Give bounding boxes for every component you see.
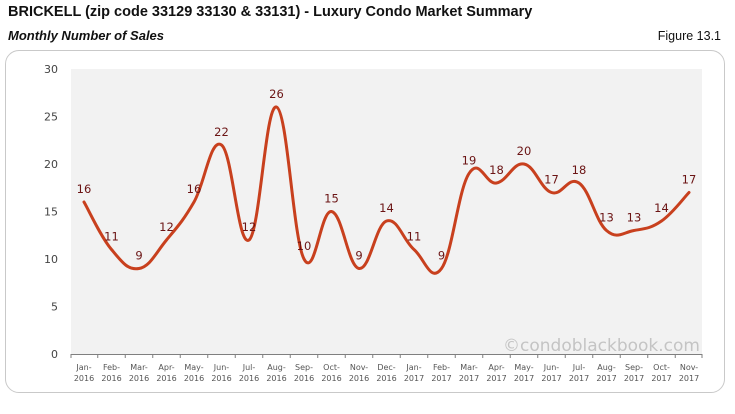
data-label: 18 [489, 163, 504, 177]
y-tick-label: 10 [44, 253, 58, 266]
x-tick-label-year: 2017 [569, 374, 589, 383]
x-tick-label-year: 2017 [679, 374, 699, 383]
x-tick-label-month: Jan- [405, 363, 421, 372]
x-tick-label-year: 2016 [376, 374, 396, 383]
y-tick-label: 5 [51, 301, 58, 314]
x-tick-label-year: 2017 [514, 374, 534, 383]
x-tick-label-year: 2017 [541, 374, 561, 383]
x-tick-label-month: Dec- [377, 363, 395, 372]
x-tick-label-month: Aug- [267, 363, 286, 372]
x-axis: Jan- 2016 Feb- 2016 Mar- 2016 Apr- 2016 May- 2016… [70, 354, 703, 383]
data-label: 15 [324, 192, 339, 206]
data-label: 17 [544, 173, 559, 187]
data-label: 17 [682, 173, 697, 187]
x-tick-label-year: 2016 [321, 374, 341, 383]
x-tick-label-month: Mar- [460, 363, 478, 372]
x-tick-label-month: Oct- [323, 363, 340, 372]
x-tick-label-year: 2016 [74, 374, 94, 383]
x-tick-label-year: 2017 [486, 374, 506, 383]
x-tick-label-month: Jun- [543, 363, 560, 372]
x-tick-label-month: Feb- [433, 363, 450, 372]
data-label: 14 [379, 201, 394, 215]
x-tick-label-year: 2016 [184, 374, 204, 383]
x-tick-label-year: 2017 [651, 374, 671, 383]
x-tick-label-month: Nov- [680, 363, 698, 372]
x-tick-label-month: Jan- [75, 363, 91, 372]
x-tick-label-month: Nov- [350, 363, 368, 372]
x-tick-label-month: Apr- [488, 363, 504, 372]
data-label: 11 [104, 230, 119, 244]
y-axis-ticks: 0 5 10 15 20 25 30 [44, 63, 58, 361]
y-tick-label: 0 [51, 348, 58, 361]
data-label: 13 [627, 211, 642, 225]
x-tick-label-month: Sep- [625, 363, 643, 372]
x-tick-label-year: 2016 [129, 374, 149, 383]
plot-area [71, 69, 702, 354]
data-label: 9 [438, 249, 445, 263]
x-tick-label-month: May- [514, 363, 533, 372]
x-tick-label-month: Jun- [213, 363, 230, 372]
data-label: 19 [462, 154, 477, 168]
x-tick-label-year: 2016 [156, 374, 176, 383]
x-tick-label-year: 2016 [349, 374, 369, 383]
data-label: 18 [572, 163, 587, 177]
x-tick-label-month: Feb- [103, 363, 120, 372]
x-tick-label-year: 2017 [404, 374, 424, 383]
x-tick-label-month: Mar- [130, 363, 148, 372]
data-label: 11 [407, 230, 422, 244]
x-tick-label-month: Aug- [597, 363, 616, 372]
x-tick-label-year: 2016 [294, 374, 314, 383]
x-tick-label-year: 2016 [239, 374, 259, 383]
data-label: 9 [355, 249, 362, 263]
watermark: ©condoblackbook.com [503, 336, 700, 356]
y-tick-label: 30 [44, 63, 58, 76]
x-tick-label-year: 2017 [459, 374, 479, 383]
x-tick-label-month: Sep- [295, 363, 313, 372]
x-tick-label-year: 2017 [431, 374, 451, 383]
data-label: 10 [297, 239, 312, 253]
x-tick-label-month: Apr- [158, 363, 174, 372]
figure-label: Figure 13.1 [657, 29, 721, 43]
x-tick-label-month: Jul- [242, 363, 256, 372]
y-tick-label: 15 [44, 206, 58, 219]
y-tick-label: 25 [44, 111, 58, 124]
data-label: 16 [187, 182, 202, 196]
data-label: 14 [654, 201, 669, 215]
x-tick-label-month: Oct- [653, 363, 670, 372]
data-label: 22 [214, 125, 229, 139]
x-tick-label-year: 2017 [624, 374, 644, 383]
x-tick-label-month: May- [184, 363, 203, 372]
data-label: 13 [599, 211, 614, 225]
data-label: 16 [77, 182, 92, 196]
data-label: 12 [242, 220, 257, 234]
x-tick-label-month: Jul- [572, 363, 586, 372]
data-labels: 16 11 9 12 16 22 12 26 10 15 9 14 11 9 19 18 20 17 18 13 13 1… [77, 87, 697, 269]
y-tick-label: 20 [44, 158, 58, 171]
data-label: 9 [135, 249, 142, 263]
chart-subtitle: Monthly Number of Sales [8, 28, 165, 43]
data-label: 12 [159, 220, 174, 234]
x-tick-label-year: 2016 [211, 374, 231, 383]
data-label: 26 [269, 87, 284, 101]
x-tick-label-year: 2017 [596, 374, 616, 383]
x-tick-label-year: 2016 [266, 374, 286, 383]
data-label: 20 [517, 144, 532, 158]
report-title: BRICKELL (zip code 33129 33130 & 33131) … [8, 4, 533, 20]
x-tick-label-year: 2016 [101, 374, 121, 383]
